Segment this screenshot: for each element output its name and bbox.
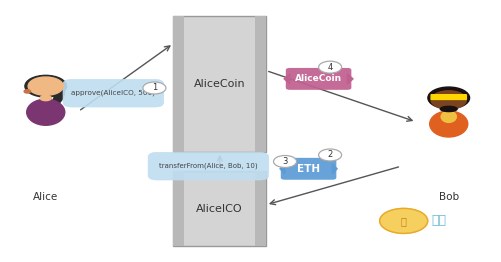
Circle shape xyxy=(318,149,341,161)
Ellipse shape xyxy=(53,90,64,105)
Text: approve(AliceICO, 500): approve(AliceICO, 500) xyxy=(71,90,155,96)
FancyBboxPatch shape xyxy=(148,152,268,180)
FancyBboxPatch shape xyxy=(173,171,184,246)
FancyBboxPatch shape xyxy=(255,16,266,152)
Polygon shape xyxy=(347,74,352,84)
Text: Bob: Bob xyxy=(438,192,458,202)
Circle shape xyxy=(273,156,296,167)
Text: 4: 4 xyxy=(327,63,332,72)
Text: 3: 3 xyxy=(282,157,287,166)
FancyBboxPatch shape xyxy=(173,171,266,246)
Ellipse shape xyxy=(429,111,467,137)
Polygon shape xyxy=(284,74,289,84)
Text: 2: 2 xyxy=(327,150,332,160)
Ellipse shape xyxy=(440,111,455,122)
Circle shape xyxy=(430,91,465,109)
FancyBboxPatch shape xyxy=(280,158,336,180)
Circle shape xyxy=(28,77,63,95)
Text: ETH: ETH xyxy=(297,164,320,174)
Text: AliceCoin: AliceCoin xyxy=(295,74,342,83)
Circle shape xyxy=(318,61,341,73)
FancyBboxPatch shape xyxy=(285,68,351,90)
Polygon shape xyxy=(280,164,284,174)
Circle shape xyxy=(427,87,468,109)
Text: 匠果: 匠果 xyxy=(430,214,445,227)
Circle shape xyxy=(379,208,427,233)
Text: transferFrom(Alice, Bob, 10): transferFrom(Alice, Bob, 10) xyxy=(159,163,257,170)
FancyBboxPatch shape xyxy=(63,79,163,107)
Ellipse shape xyxy=(439,106,456,112)
Text: 匠: 匠 xyxy=(400,216,406,226)
Text: AliceICO: AliceICO xyxy=(196,204,242,214)
FancyBboxPatch shape xyxy=(173,16,266,152)
Circle shape xyxy=(143,82,165,94)
Circle shape xyxy=(25,75,67,97)
Text: AliceCoin: AliceCoin xyxy=(193,79,245,89)
Polygon shape xyxy=(332,164,337,174)
FancyBboxPatch shape xyxy=(173,16,184,152)
FancyBboxPatch shape xyxy=(429,94,466,100)
Text: Alice: Alice xyxy=(33,192,58,202)
Text: 1: 1 xyxy=(151,84,157,92)
FancyBboxPatch shape xyxy=(255,171,266,246)
Ellipse shape xyxy=(40,95,51,101)
Circle shape xyxy=(24,90,31,93)
Ellipse shape xyxy=(27,99,65,125)
